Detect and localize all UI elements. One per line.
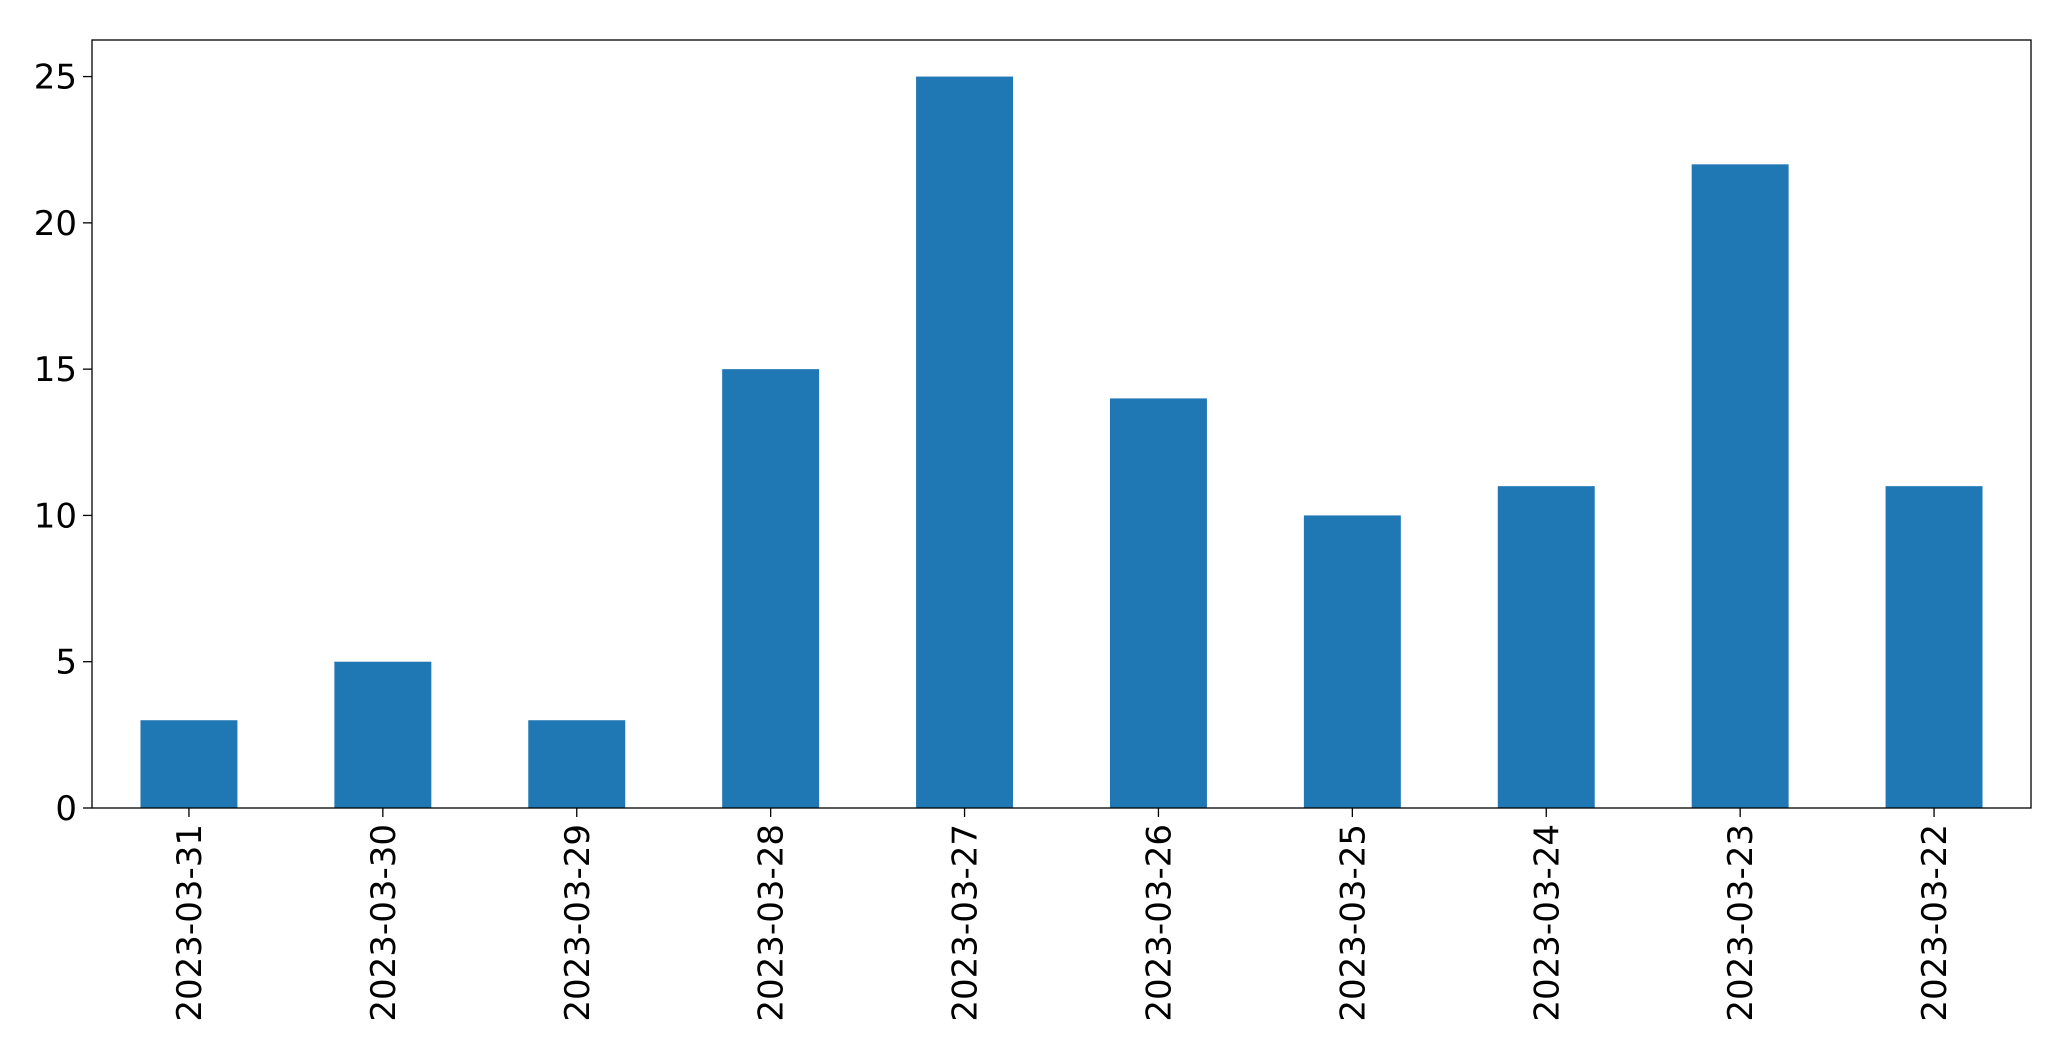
y-tick-label: 10: [34, 496, 77, 536]
x-tick-label: 2023-03-29: [558, 824, 598, 1022]
bar: [140, 720, 238, 808]
bar: [722, 369, 820, 808]
y-tick-label: 25: [34, 58, 77, 98]
x-tick-label: 2023-03-23: [1721, 824, 1761, 1022]
x-tick-label: 2023-03-24: [1527, 824, 1567, 1022]
y-tick-label: 5: [55, 643, 77, 683]
x-tick-label: 2023-03-22: [1915, 824, 1955, 1022]
bar: [916, 76, 1014, 809]
y-tick-label: 0: [55, 789, 77, 829]
x-tick-label: 2023-03-28: [752, 824, 792, 1022]
bar: [528, 720, 626, 808]
x-tick-label: 2023-03-31: [170, 824, 210, 1022]
y-tick-label: 20: [34, 204, 77, 244]
x-tick-label: 2023-03-26: [1139, 824, 1179, 1022]
x-tick-label: 2023-03-30: [364, 824, 404, 1022]
x-tick-label: 2023-03-27: [946, 824, 986, 1022]
bar: [1885, 486, 1983, 808]
bar: [1691, 164, 1789, 809]
bar: [334, 661, 432, 808]
plot-frame: [91, 39, 2032, 809]
bar: [1109, 398, 1207, 808]
x-tick-label: 2023-03-25: [1333, 824, 1373, 1022]
y-tick-label: 15: [34, 350, 77, 390]
bar: [1303, 515, 1401, 808]
bar: [1497, 486, 1595, 808]
